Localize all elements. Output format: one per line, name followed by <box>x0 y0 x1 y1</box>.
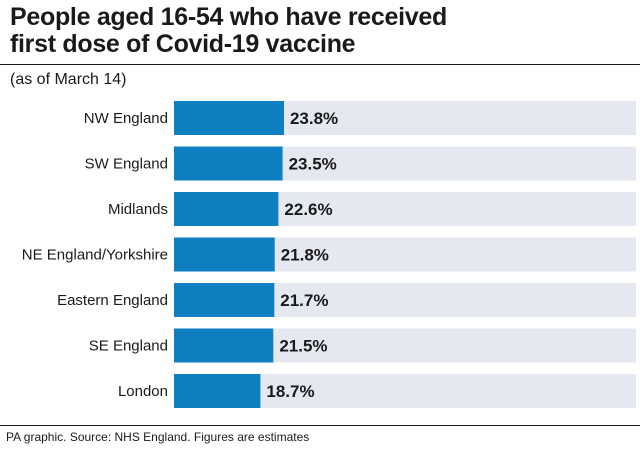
category-label: NE England/Yorkshire <box>22 247 168 264</box>
bar <box>174 146 283 181</box>
value-label: 23.5% <box>289 155 337 174</box>
value-label: 22.6% <box>284 200 332 219</box>
bar <box>174 283 275 317</box>
category-label: SE England <box>89 338 168 355</box>
category-label: Eastern England <box>57 292 168 309</box>
category-label: London <box>118 383 168 400</box>
category-label: Midlands <box>108 201 168 218</box>
footer-divider <box>0 425 640 426</box>
source-note: PA graphic. Source: NHS England. Figures… <box>6 430 310 444</box>
category-label: NW England <box>84 110 168 127</box>
bar <box>174 192 279 226</box>
category-label: SW England <box>85 156 168 173</box>
bar <box>174 374 261 408</box>
title-line-1: People aged 16-54 who have received <box>10 3 447 31</box>
title-divider <box>0 64 640 65</box>
value-label: 21.7% <box>280 291 328 310</box>
chart-subtitle: (as of March 14) <box>10 71 127 88</box>
value-label: 21.8% <box>281 246 329 265</box>
bar <box>174 237 275 272</box>
chart-title: People aged 16-54 who have received firs… <box>10 4 630 58</box>
title-line-2: first dose of Covid-19 vaccine <box>10 30 356 58</box>
bar <box>174 328 274 363</box>
bar <box>174 101 284 135</box>
value-label: 21.5% <box>279 337 327 356</box>
value-label: 18.7% <box>266 382 314 401</box>
value-label: 23.8% <box>290 109 338 128</box>
